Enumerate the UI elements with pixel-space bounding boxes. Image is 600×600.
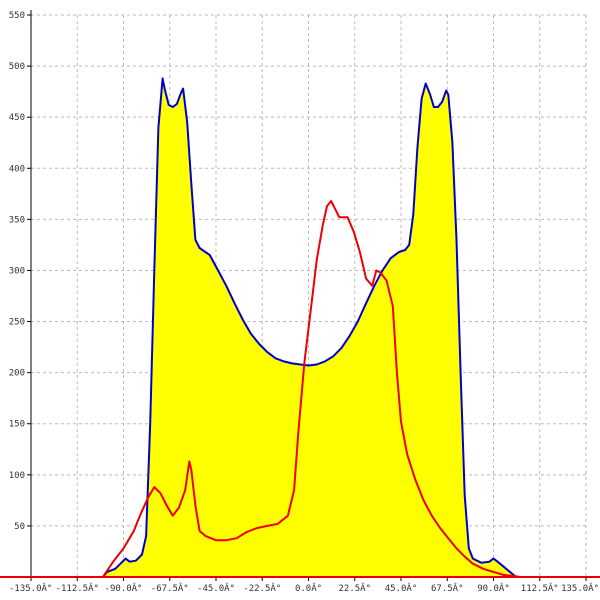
y-tick-label: 150: [9, 420, 25, 430]
y-tick-label: 250: [9, 318, 25, 328]
x-tick-label: -90.0Â°: [105, 582, 143, 594]
x-tick-label: 135.0Â°: [561, 582, 599, 594]
x-tick-label: -22.5Â°: [243, 582, 281, 594]
x-tick-label: -67.5Â°: [151, 582, 189, 594]
x-tick-label: -112.5Â°: [56, 582, 99, 594]
y-tick-label: 400: [9, 164, 25, 174]
plot-area-lines: [102, 77, 521, 578]
x-tick-label: 67.5Â°: [431, 582, 464, 594]
series-1-area: [102, 78, 517, 578]
y-tick-label: 300: [9, 266, 25, 276]
y-tick-label: 500: [9, 62, 25, 72]
plot-area-fills: [102, 78, 517, 578]
y-tick-label: 450: [9, 113, 25, 123]
tick-labels: 50 100 150 200 250 300 350 400 450 500 550 -135.0Â°…: [9, 11, 599, 594]
x-tick-label: 90.0Â°: [477, 582, 510, 594]
x-tick-label: -45.0Â°: [197, 582, 235, 594]
y-tick-label: 550: [9, 11, 25, 21]
x-tick-label: -135.0Â°: [9, 582, 52, 594]
x-tick-label: 45.0Â°: [385, 582, 418, 594]
x-tick-label: 0.0Â°: [295, 582, 322, 594]
x-tick-label: 22.5Â°: [338, 582, 371, 594]
y-tick-label: 50: [14, 522, 25, 532]
axes: [0, 10, 600, 581]
y-tick-label: 350: [9, 215, 25, 225]
series-1-line: [102, 77, 517, 578]
y-tick-label: 100: [9, 471, 25, 481]
series-2-line: [102, 200, 521, 578]
x-tick-label: 112.5Â°: [521, 582, 559, 594]
y-tick-label: 200: [9, 369, 25, 379]
